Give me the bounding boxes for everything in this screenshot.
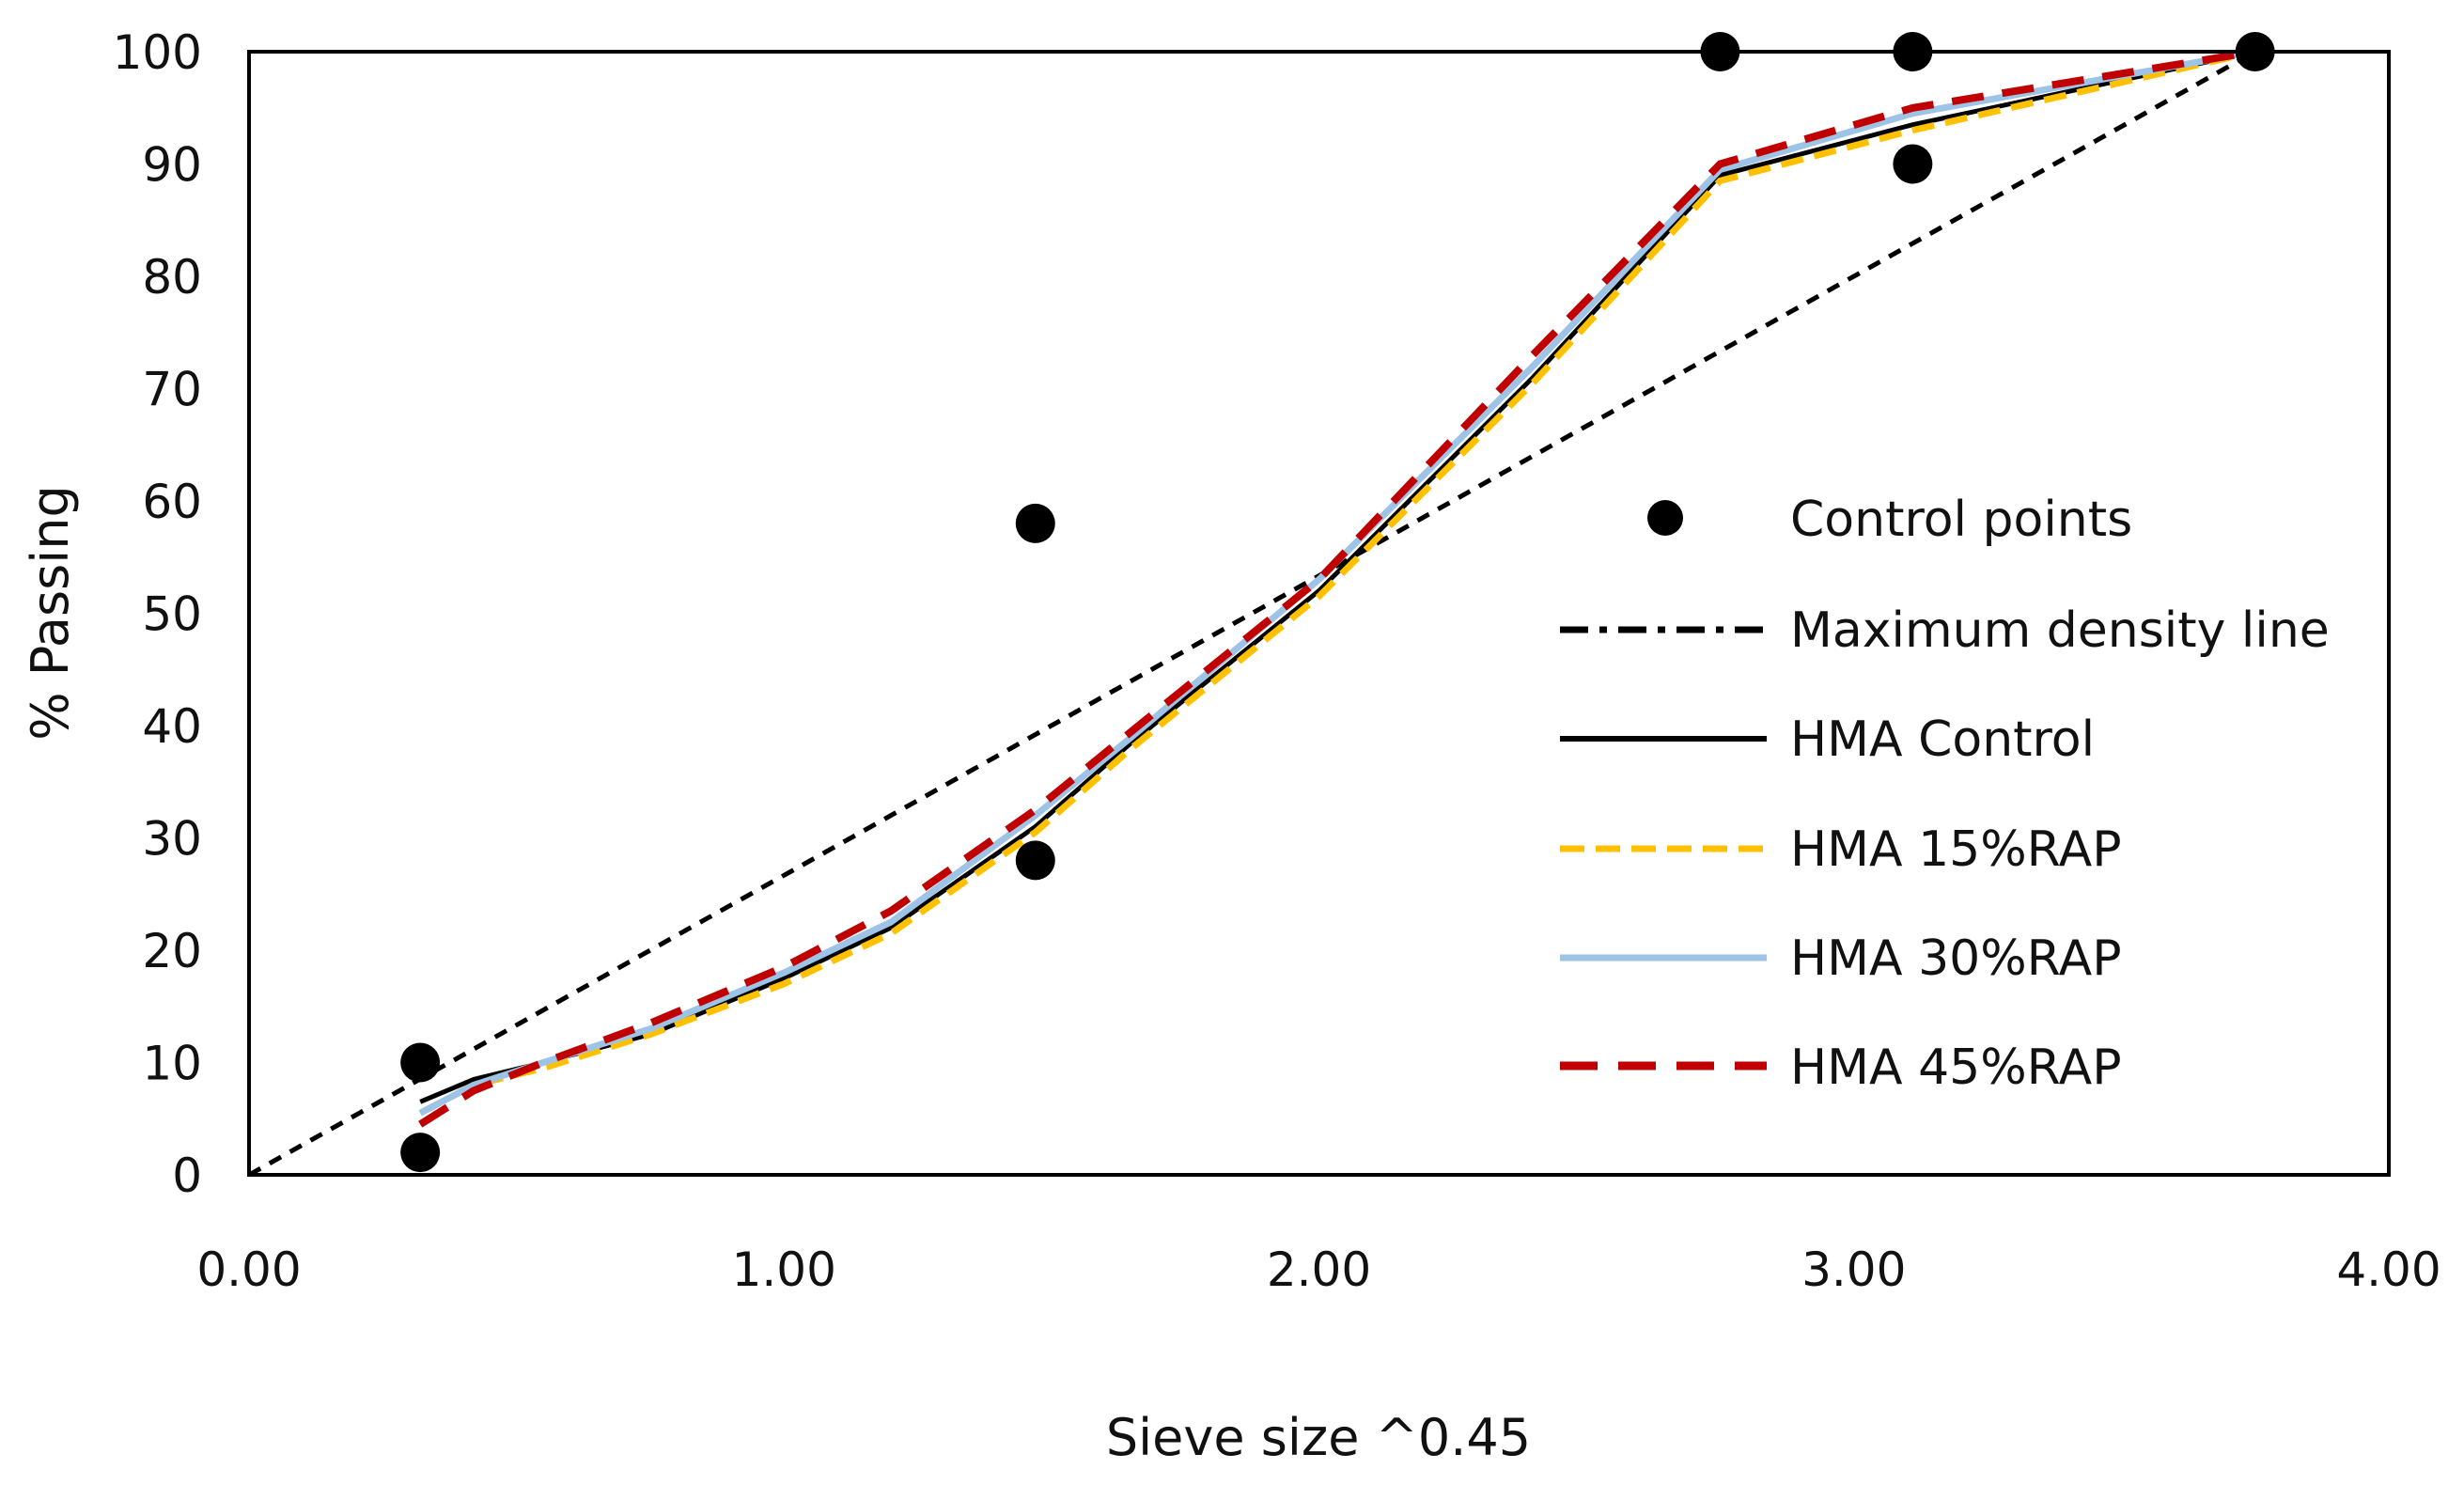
series-line-maximum-density-line: [247, 49, 2256, 1178]
legend-marker-control-points: [1647, 500, 1683, 536]
control-point: [1015, 840, 1055, 881]
y-tick-label: 0: [172, 1149, 202, 1203]
y-tick-label: 20: [142, 924, 202, 978]
y-axis-ticks: 0 10 20 30 40 50 60 70 80 90 100: [113, 25, 202, 1203]
x-tick-label: 3.00: [1801, 1243, 1906, 1297]
legend-label-control-points: Control points: [1790, 492, 2132, 548]
control-point: [400, 1133, 441, 1173]
y-tick-label: 90: [142, 138, 202, 193]
legend-label-hma-15-rap: HMA 15%RAP: [1790, 821, 2122, 878]
legend-item-hma-45-rap: HMA 45%RAP: [1560, 1040, 2122, 1096]
plot-frame: [247, 50, 2391, 1177]
x-tick-label: 4.00: [2336, 1243, 2441, 1297]
legend: Control points Maximum density line HMA …: [1560, 492, 2330, 1096]
series-layer: [247, 48, 2256, 1178]
control-point: [400, 1042, 441, 1083]
y-tick-label: 40: [142, 699, 202, 754]
x-axis-ticks: 0.00 1.00 2.00 3.00 4.00: [196, 1243, 2441, 1297]
legend-label-hma-control: HMA Control: [1790, 711, 2095, 768]
legend-item-maximum-density-line: Maximum density line: [1560, 602, 2330, 659]
series-line-hma-30-rap: [418, 48, 2256, 1117]
y-axis-title: % Passing: [21, 485, 80, 740]
legend-label-hma-30-rap: HMA 30%RAP: [1790, 930, 2122, 987]
y-tick-label: 60: [142, 475, 202, 529]
legend-item-control-points: Control points: [1647, 492, 2132, 548]
legend-item-hma-15-rap: HMA 15%RAP: [1560, 821, 2122, 878]
x-tick-label: 2.00: [1267, 1243, 1371, 1297]
control-point: [1893, 144, 1933, 184]
legend-label-maximum-density-line: Maximum density line: [1790, 602, 2330, 659]
y-tick-label: 10: [142, 1037, 202, 1091]
y-tick-label: 30: [142, 812, 202, 867]
x-tick-label: 1.00: [732, 1243, 836, 1297]
x-axis-title: Sieve size ^0.45: [1106, 1408, 1531, 1467]
y-tick-label: 80: [142, 250, 202, 305]
x-tick-label: 0.00: [196, 1243, 301, 1297]
series-line-hma-45-rap: [418, 48, 2256, 1128]
series-line-hma-15-rap: [418, 48, 2256, 1117]
y-tick-label: 50: [142, 587, 202, 642]
legend-item-hma-30-rap: HMA 30%RAP: [1560, 930, 2122, 987]
y-tick-label: 70: [142, 363, 202, 417]
legend-label-hma-45-rap: HMA 45%RAP: [1790, 1040, 2122, 1096]
legend-item-hma-control: HMA Control: [1560, 711, 2095, 768]
control-point: [1015, 503, 1055, 543]
y-tick-label: 100: [113, 25, 202, 80]
